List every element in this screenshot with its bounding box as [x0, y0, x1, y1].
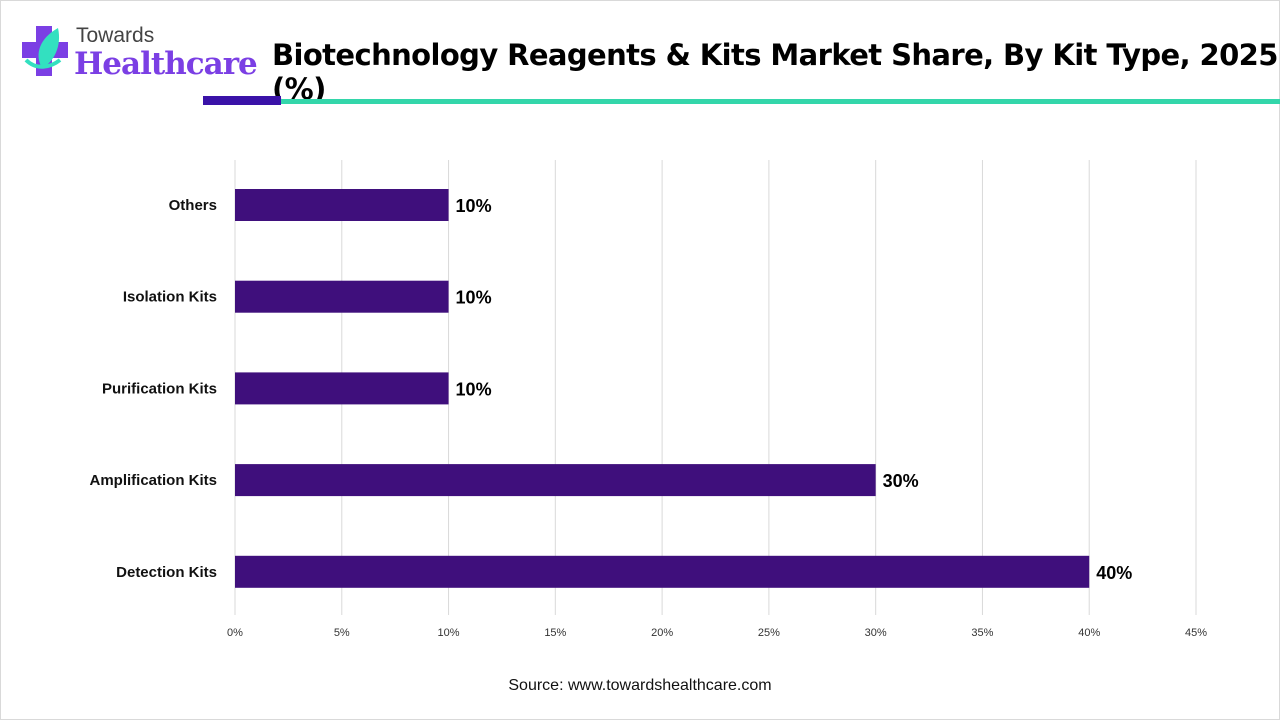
- data-label: 40%: [1096, 563, 1132, 583]
- category-label: Detection Kits: [116, 564, 217, 581]
- x-tick-label: 30%: [865, 627, 887, 639]
- towards-healthcare-logo: Towards Healthcare: [20, 22, 258, 82]
- bar: [235, 372, 449, 405]
- data-label: 10%: [456, 288, 492, 308]
- bar: [235, 464, 876, 497]
- data-label: 30%: [883, 471, 919, 491]
- bar: [235, 189, 449, 221]
- category-label: Others: [169, 197, 217, 214]
- logo-text-towards: Towards: [76, 24, 155, 47]
- category-label: Isolation Kits: [123, 289, 217, 306]
- x-tick-label: 25%: [758, 627, 780, 639]
- x-tick-label: 0%: [227, 627, 243, 639]
- source-text: Source: www.towardshealthcare.com: [508, 677, 772, 694]
- title-underline-dark: [203, 96, 281, 105]
- logo-text-healthcare: Healthcare: [74, 46, 258, 82]
- x-tick-label: 15%: [544, 627, 566, 639]
- category-label: Amplification Kits: [89, 472, 217, 489]
- page-title: Biotechnology Reagents & Kits Market Sha…: [272, 38, 1278, 106]
- data-label: 10%: [456, 196, 492, 216]
- x-tick-label: 20%: [651, 627, 673, 639]
- medical-cross-leaf-icon: [22, 26, 68, 76]
- title-underline-teal: [281, 99, 1280, 104]
- x-tick-label: 5%: [334, 627, 350, 639]
- bar: [235, 280, 449, 313]
- data-label: 10%: [456, 379, 492, 399]
- bar: [235, 555, 1090, 588]
- category-label: Purification Kits: [102, 380, 217, 397]
- x-tick-label: 35%: [971, 627, 993, 639]
- x-tick-label: 10%: [438, 627, 460, 639]
- x-tick-label: 40%: [1078, 627, 1100, 639]
- x-tick-label: 45%: [1185, 627, 1207, 639]
